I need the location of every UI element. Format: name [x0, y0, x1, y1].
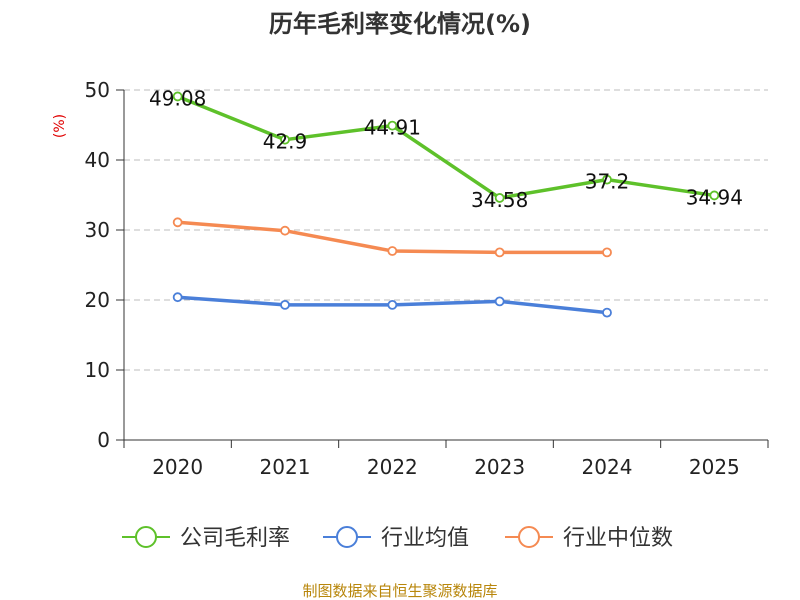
data-point[interactable] — [494, 296, 505, 307]
y-tick-label: 40 — [85, 148, 110, 172]
legend-marker — [135, 526, 157, 548]
y-tick-label: 10 — [85, 358, 110, 382]
legend-item-0[interactable]: 公司毛利率 — [122, 526, 290, 551]
legend-label: 行业中位数 — [563, 526, 673, 551]
legend[interactable]: 公司毛利率 行业均值 行业中位数 — [122, 526, 673, 551]
legend-label: 行业均值 — [381, 526, 469, 551]
data-point[interactable] — [602, 174, 612, 185]
data-point[interactable] — [280, 225, 290, 236]
x-tick-label: 2020 — [152, 455, 203, 479]
data-point[interactable] — [387, 246, 398, 256]
data-point[interactable] — [280, 134, 290, 145]
data-point[interactable] — [602, 247, 612, 258]
data-point[interactable] — [280, 299, 290, 310]
x-tick-label: 2021 — [260, 455, 311, 479]
legend-item-1[interactable]: 行业均值 — [323, 526, 469, 551]
x-tick-label: 2024 — [582, 455, 633, 479]
chart-title: 历年毛利率变化情况(%) — [269, 10, 531, 38]
data-label: 34.94 — [686, 185, 743, 209]
data-label: 34.58 — [471, 188, 528, 212]
gridlines — [124, 89, 768, 371]
x-tick-label: 2025 — [689, 455, 740, 479]
data-point[interactable] — [172, 292, 183, 303]
y-axis-unit-label: (%) — [52, 114, 68, 138]
data-point[interactable] — [494, 193, 505, 203]
legend-label: 公司毛利率 — [180, 526, 290, 551]
series-line — [175, 94, 717, 200]
data-labels: 49.08 42.9 44.91 34.58 37.2 34.94 — [149, 86, 743, 212]
data-label: 49.08 — [149, 86, 206, 110]
data-point[interactable] — [387, 299, 398, 310]
series-2 — [172, 217, 612, 258]
y-tick-label: 50 — [85, 78, 110, 102]
data-point[interactable] — [387, 120, 398, 131]
y-tick-label: 0 — [97, 428, 110, 452]
x-tick-label: 2023 — [474, 455, 525, 479]
data-label: 44.91 — [364, 116, 421, 140]
axes: 0 10 20 30 40 50 2020 2021 2022 2023 2024 2025 — [85, 78, 769, 479]
x-tick-label: 2022 — [367, 455, 418, 479]
data-point[interactable] — [172, 217, 183, 228]
data-point[interactable] — [602, 307, 612, 318]
y-tick-label: 20 — [85, 288, 110, 312]
legend-item-2[interactable]: 行业中位数 — [505, 526, 673, 551]
data-point[interactable] — [494, 247, 505, 258]
series-0 — [172, 91, 720, 203]
data-point[interactable] — [172, 91, 183, 102]
data-label: 37.2 — [585, 170, 630, 194]
data-point[interactable] — [709, 190, 720, 201]
series-1 — [172, 292, 612, 318]
y-tick-label: 30 — [85, 218, 110, 242]
series-group — [172, 91, 720, 318]
legend-marker — [336, 526, 358, 548]
data-label: 42.9 — [263, 130, 308, 154]
legend-marker — [518, 526, 540, 548]
source-note: 制图数据来自恒生聚源数据库 — [302, 582, 497, 600]
